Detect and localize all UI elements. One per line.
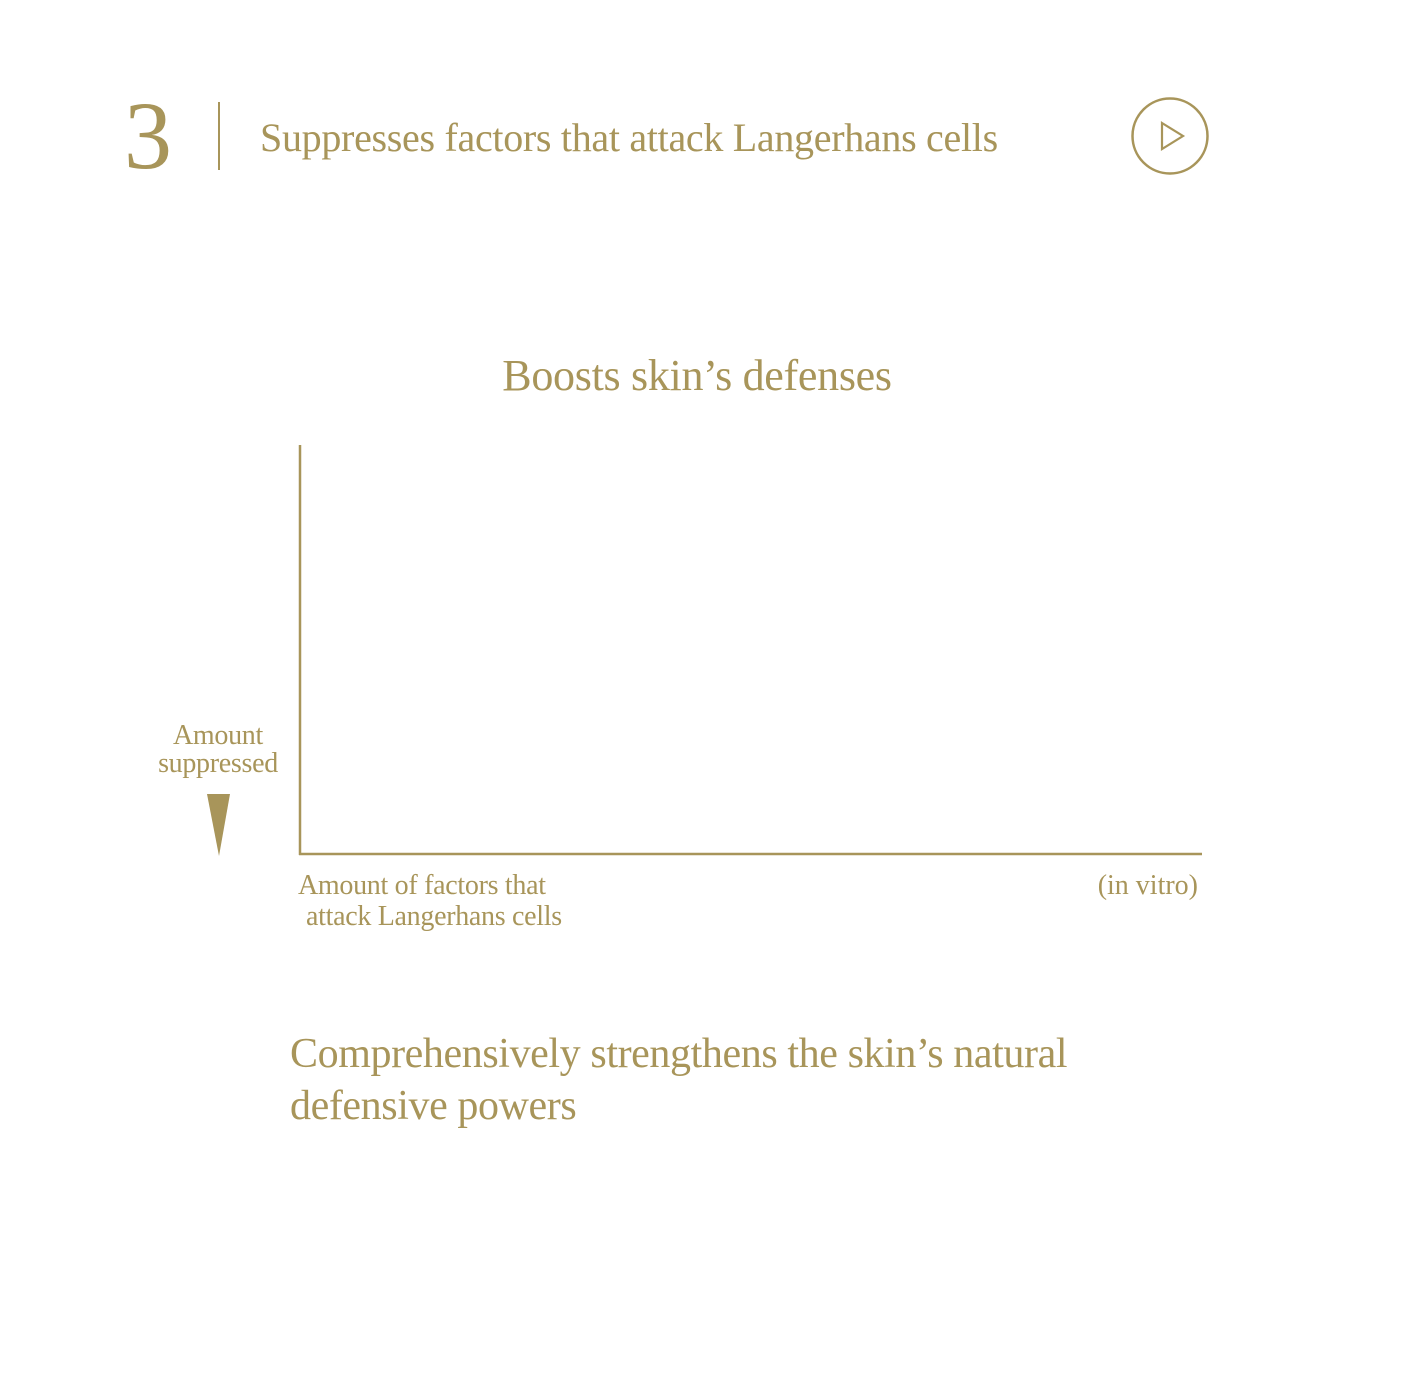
- section-heading: Suppresses factors that attack Langerhan…: [260, 115, 998, 160]
- y-axis-label-line: suppressed: [158, 748, 278, 779]
- x-axis-label-line: Amount of factors that: [298, 870, 546, 901]
- down-arrow-wedge-icon: [207, 794, 230, 856]
- x-axis-label-line: attack Langerhans cells: [306, 901, 562, 932]
- summary-text: Comprehensively strengthens the skin’s n…: [290, 1031, 1068, 1129]
- chart-title: Boosts skin’s defenses: [502, 351, 892, 400]
- section-number: 3: [124, 82, 172, 189]
- y-axis-label: Amount suppressed: [140, 722, 296, 778]
- header-divider: [218, 102, 220, 170]
- y-axis-label-line: Amount: [173, 720, 263, 751]
- in-vitro-note: (in vitro): [1097, 870, 1198, 901]
- play-button[interactable]: [1131, 97, 1209, 175]
- x-axis-label: Amount of factors that attack Langerhans…: [298, 870, 562, 932]
- play-circle-icon: [1131, 97, 1209, 175]
- play-triangle-icon: [1160, 121, 1186, 151]
